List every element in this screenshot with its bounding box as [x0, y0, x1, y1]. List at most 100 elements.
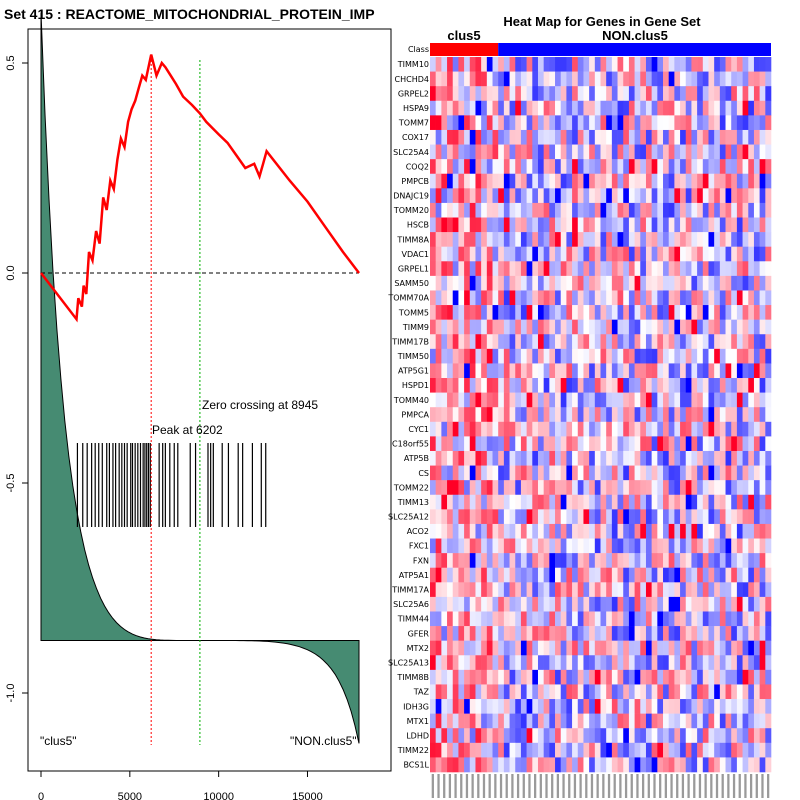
heatmap-cell [759, 421, 766, 437]
heatmap-cell [458, 71, 465, 87]
heatmap-cell [555, 450, 562, 466]
heatmap-cell [759, 596, 766, 612]
heatmap-cell [668, 450, 675, 466]
heatmap-cell [623, 742, 630, 758]
heatmap-cell [651, 71, 658, 87]
heatmap-cell [702, 115, 709, 131]
heatmap-cell [435, 480, 442, 496]
heatmap-cell [668, 129, 675, 145]
heatmap-cell [645, 626, 652, 641]
heatmap-cell [657, 640, 664, 656]
heatmap-cell [492, 450, 499, 466]
heatmap-cell [731, 392, 738, 408]
heatmap-cell [645, 553, 652, 569]
heatmap-cell [753, 523, 760, 539]
heatmap-cell [640, 115, 647, 131]
heatmap-cell [469, 523, 476, 539]
heatmap-cell [600, 348, 607, 364]
heatmap-cell [634, 436, 641, 452]
heatmap-cell [430, 86, 436, 102]
heatmap-cell [634, 596, 641, 612]
heatmap-cell [617, 100, 624, 116]
heatmap-cell [560, 553, 567, 569]
heatmap-cell [537, 71, 544, 87]
heatmap-cell [640, 538, 647, 554]
heatmap-cell [725, 275, 732, 291]
heatmap-cell [492, 261, 499, 277]
heatmap-cell [759, 275, 766, 291]
heatmap-cell [537, 202, 544, 218]
heatmap-cell [748, 159, 755, 175]
heatmap-cell [583, 275, 590, 291]
heatmap-cell [748, 57, 755, 72]
heatmap-cell [481, 684, 488, 700]
heatmap-cell [600, 728, 607, 744]
heatmap-cell [714, 450, 721, 466]
heatmap-cell [680, 742, 687, 758]
heatmap-cell [657, 728, 664, 744]
heatmap-cell [498, 567, 505, 583]
heatmap-cell [606, 71, 613, 87]
heatmap-cell [475, 436, 482, 452]
heatmap-cell [617, 334, 624, 350]
heatmap-cell [458, 319, 465, 335]
heatmap-cell [458, 115, 465, 131]
heatmap-cell [447, 509, 454, 525]
heatmap-cell [663, 378, 669, 393]
heatmap-cell [560, 465, 567, 481]
heatmap-cell [441, 246, 448, 262]
heatmap-cell [469, 450, 476, 466]
heatmap-cell [759, 305, 766, 320]
heatmap-cell [486, 71, 493, 87]
heatmap-cell [458, 538, 465, 554]
heatmap-cell [430, 523, 436, 539]
heatmap-cell [736, 596, 743, 612]
heatmap-cell [725, 115, 732, 131]
heatmap-cell [691, 363, 698, 379]
heatmap-cell [668, 611, 675, 627]
gene-label: TOMM20 [393, 206, 429, 215]
heatmap-cell [435, 611, 442, 627]
heatmap-cell [520, 217, 527, 233]
heatmap-cell [537, 129, 544, 145]
heatmap-cell [668, 363, 675, 379]
heatmap-cell [759, 159, 766, 175]
heatmap-cell [492, 494, 499, 510]
x-tick-label: 5000 [118, 791, 142, 800]
sample-label-mark [465, 774, 469, 798]
heatmap-cell [589, 407, 596, 423]
heatmap-cell [503, 421, 510, 437]
heatmap-cell [447, 699, 454, 714]
heatmap-cell [583, 640, 590, 656]
gene-label: GFER [408, 629, 430, 638]
heatmap-cell [566, 407, 573, 423]
heatmap-cell [469, 86, 476, 102]
heatmap-cell [532, 655, 539, 671]
heatmap-cell [702, 538, 709, 554]
heatmap-cell [452, 129, 459, 145]
heatmap-cell [714, 71, 721, 87]
heatmap-cell [458, 757, 465, 773]
heatmap-cell [583, 217, 590, 233]
heatmap-cell [748, 626, 755, 641]
heatmap-cell [464, 392, 471, 408]
heatmap-cell [481, 129, 488, 145]
heatmap-cell [657, 611, 664, 627]
sample-label-mark [698, 774, 702, 798]
heatmap-cell [611, 129, 618, 145]
heatmap-cell [481, 421, 488, 437]
heatmap-cell [526, 202, 533, 218]
heatmap-cell [435, 699, 442, 714]
heatmap-cell [509, 319, 516, 335]
heatmap-cell [685, 523, 692, 539]
gene-label: TIMM17B [391, 338, 429, 347]
heatmap-cell [572, 71, 579, 87]
heatmap-cell [566, 188, 573, 204]
heatmap-cell [714, 57, 721, 72]
heatmap-cell [680, 348, 687, 364]
heatmap-cell [708, 86, 715, 102]
heatmap-cell [452, 188, 459, 204]
heatmap-cell [441, 305, 448, 320]
heatmap-cell [572, 538, 579, 554]
heatmap-cell [736, 436, 743, 452]
